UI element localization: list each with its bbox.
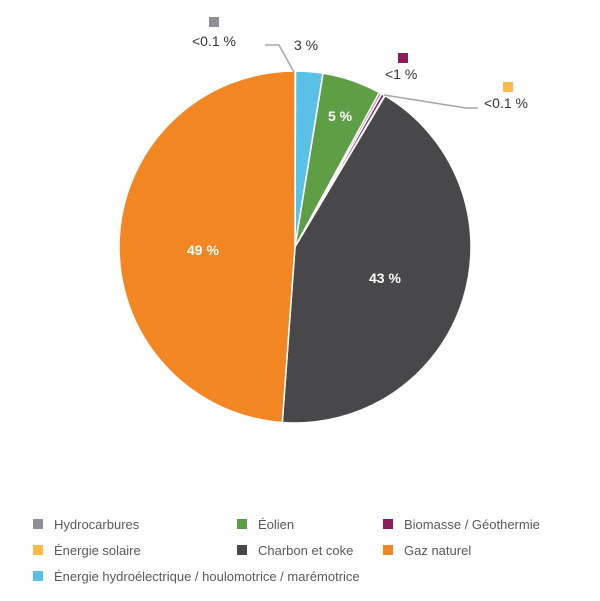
- legend-item-hydro: Énergie hydroélectrique / houlomotrice /…: [33, 567, 360, 585]
- legend-label: Hydrocarbures: [54, 516, 140, 532]
- legend-swatch: [383, 519, 393, 529]
- legend-label: Gaz naturel: [404, 542, 472, 558]
- legend-swatch: [33, 571, 43, 581]
- marker-biomasse: [398, 53, 408, 63]
- pie-chart: <0.1 % 3 % <1 % <0.1 % 5 % 49 % 43 %: [118, 17, 528, 424]
- legend-swatch: [383, 545, 393, 555]
- legend-label: Biomasse / Géothermie: [404, 516, 540, 532]
- pie-slice: [118, 70, 296, 424]
- label-hydro: 3 %: [294, 37, 318, 53]
- marker-solaire: [503, 82, 513, 92]
- legend-swatch: [33, 519, 43, 529]
- pie-slices: [118, 70, 472, 424]
- label-hydrocarbures: <0.1 %: [192, 33, 236, 49]
- legend-swatch: [237, 519, 247, 529]
- legend-item-biomasse: Biomasse / Géothermie: [383, 515, 540, 533]
- callout-line-solaire: [383, 94, 478, 109]
- label-eolien: 5 %: [328, 108, 353, 124]
- legend-item-solaire: Énergie solaire: [33, 541, 141, 559]
- legend-label: Énergie solaire: [54, 542, 141, 558]
- callout-line-hydrocarbures: [265, 44, 295, 73]
- legend-item-charbon: Charbon et coke: [237, 541, 353, 559]
- legend-item-hydrocarbures: Hydrocarbures: [33, 515, 139, 533]
- legend-item-gaz-naturel: Gaz naturel: [383, 541, 471, 559]
- legend-swatch: [237, 545, 247, 555]
- legend-item-eolien: Éolien: [237, 515, 294, 533]
- label-biomasse: <1 %: [385, 66, 417, 82]
- label-gaz-naturel: 49 %: [187, 242, 219, 258]
- legend-label: Charbon et coke: [258, 542, 354, 558]
- label-charbon: 43 %: [369, 270, 401, 286]
- legend-label: Énergie hydroélectrique / houlomotrice /…: [54, 568, 360, 584]
- legend-label: Éolien: [258, 516, 295, 532]
- chart-legend: Hydrocarbures Éolien Biomasse / Géotherm…: [0, 510, 600, 600]
- label-solaire: <0.1 %: [484, 95, 528, 111]
- legend-swatch: [33, 545, 43, 555]
- marker-hydrocarbures: [209, 17, 219, 27]
- pie-slice: [281, 95, 472, 424]
